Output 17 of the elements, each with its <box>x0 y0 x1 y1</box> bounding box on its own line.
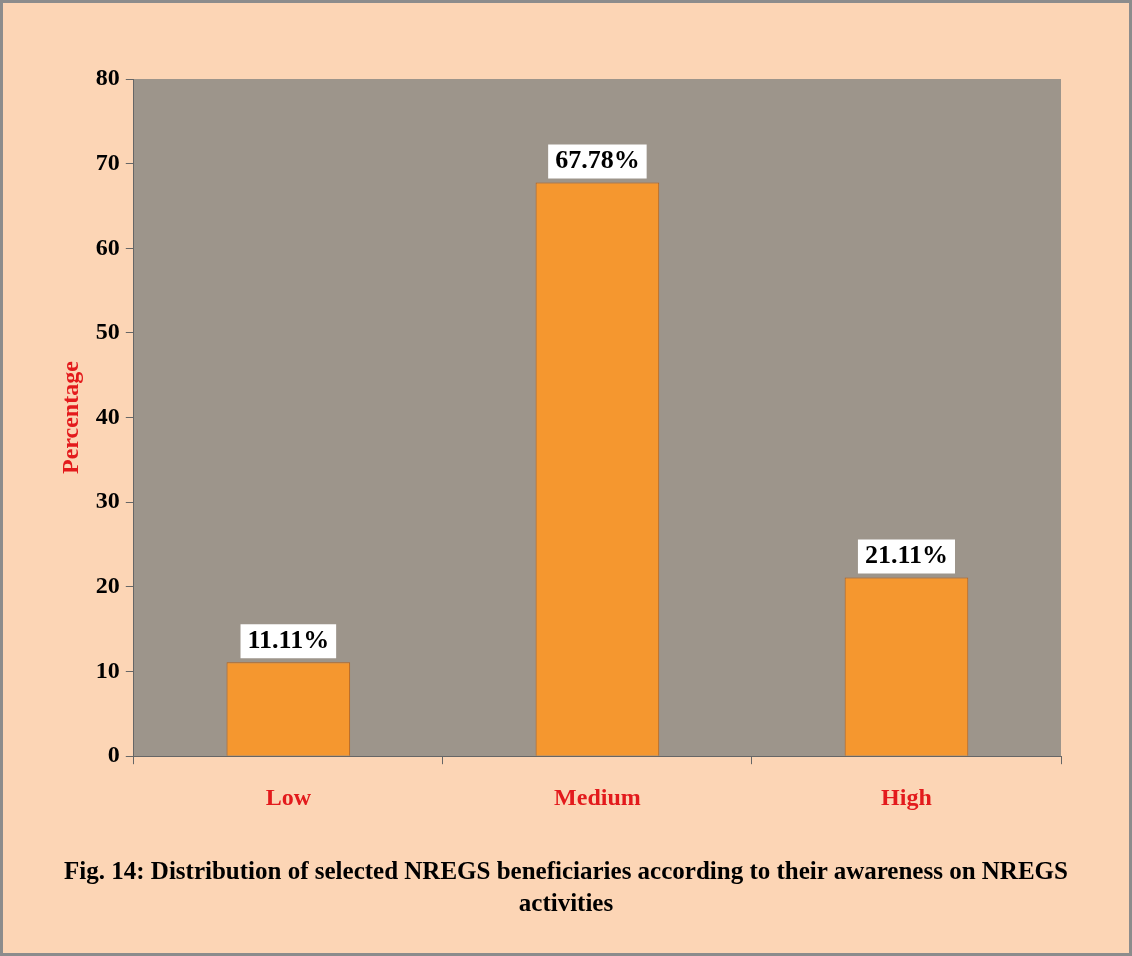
data-label: 67.78% <box>555 145 640 175</box>
y-tick-label: 10 <box>95 656 120 683</box>
y-tick-label: 60 <box>95 233 120 260</box>
y-tick-label: 0 <box>107 741 120 768</box>
x-tick-label: Low <box>265 783 312 810</box>
y-tick-label: 50 <box>95 318 120 345</box>
text: Fig. 14: Distribution of selected NREGS beneficiaries according to their awareness on NREGS activities <box>63 856 1069 918</box>
data-label: 11.11% <box>247 624 330 654</box>
y-tick-label: 70 <box>95 148 120 175</box>
y-tick-label: 30 <box>95 487 120 514</box>
y-axis-title: Percentage <box>56 360 83 475</box>
y-tick-label: 40 <box>95 402 120 429</box>
y-tick-label: 80 <box>95 64 120 91</box>
data-label: 21.11% <box>864 540 949 570</box>
x-tick-label: Medium <box>554 783 641 810</box>
y-tick-label: 20 <box>95 572 120 599</box>
x-tick-label: High <box>881 783 932 810</box>
